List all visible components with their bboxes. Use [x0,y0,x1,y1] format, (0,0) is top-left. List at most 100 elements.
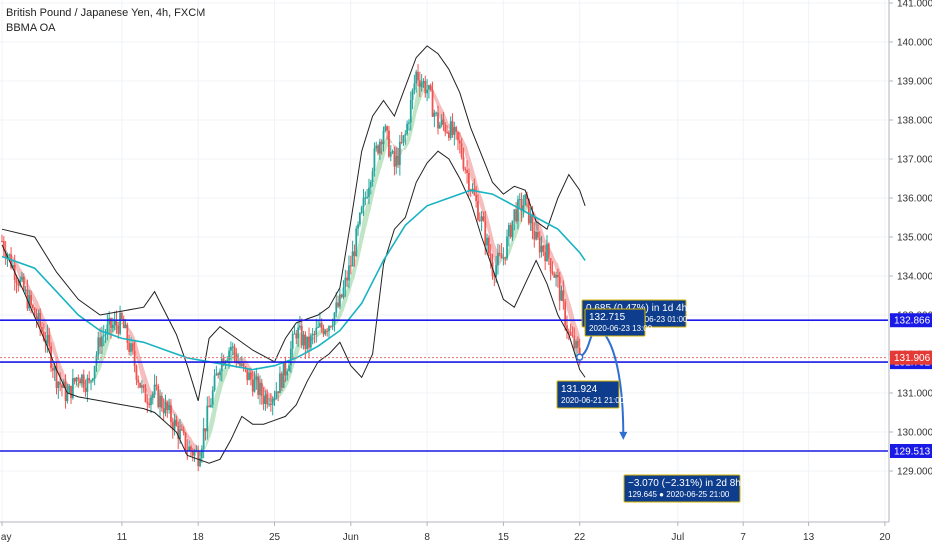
candle-body [478,219,481,221]
ma-ribbon-segment [210,407,213,436]
candle-body [117,325,120,334]
candle-body [55,365,58,388]
candle-body [184,432,187,450]
candle-body [337,302,339,307]
candle-body [19,279,22,286]
candle-body [522,205,525,212]
candle-body [402,135,405,143]
ma-ribbon-segment [341,297,344,316]
ma-ribbon-segment [292,350,295,371]
low-measure-sub-text: 2020-06-21 21:00 [561,396,625,405]
time-tick-label: 13 [803,532,815,543]
candle-body [246,367,249,381]
ma-ribbon-segment [390,139,393,144]
candle-body [248,372,250,381]
ma-ribbon-segment [98,356,101,374]
candle-body [362,197,365,208]
ma-ribbon-segment [7,251,10,253]
candle-body [475,194,478,202]
candle-body [542,245,545,252]
ma-ribbon-segment [352,263,355,283]
candle-body [126,324,129,343]
candle-body [448,132,450,138]
candle-body [353,251,356,257]
candle-body [333,312,336,325]
candle-body [93,366,96,379]
candle-body [369,182,372,188]
current-price-label: 131.906 [894,353,931,364]
candle-body [179,429,181,440]
candle-body [297,327,300,339]
candle-body [86,378,89,392]
ma-ribbon-segment [499,254,502,265]
candle-body [233,346,236,355]
candle-body [119,312,121,334]
candle-body [226,359,229,362]
time-tick-label: 20 [879,532,891,543]
candle-body [431,90,434,117]
candle-body [549,258,552,272]
price-tick-label: 136.000 [897,194,932,205]
ma-ribbon-segment [16,261,19,277]
candle-body [398,141,401,166]
candle-body [555,274,557,278]
time-tick-label: Jun [343,532,359,543]
candle-body [458,140,461,144]
candle-body [440,119,443,125]
resistance-price-bg [890,313,932,328]
candle-body [130,343,132,352]
candle-body [506,236,508,259]
ma-ribbon-segment [479,191,482,211]
candle-body [160,395,163,409]
candle-body [41,326,43,332]
candle-body [326,330,329,332]
ma-ribbon-segment [230,353,233,364]
ma-ribbon-segment [294,344,297,365]
candle-body [482,216,485,222]
candle-body [230,347,232,351]
candle-body [495,264,498,277]
candle-body [30,295,32,305]
candle-body [37,313,40,321]
ma-ribbon-segment [512,225,515,247]
ma-ribbon-segment [141,361,144,385]
candle-body [466,170,468,174]
lower-band-line [1,150,586,464]
candle-body [368,187,370,197]
candle-body [269,403,272,405]
candle-body [335,302,338,313]
candle-body [429,85,432,91]
candle-body [408,122,410,124]
candle-body [553,273,556,278]
candle-body [24,289,27,291]
time-axis: May 11 18 25 Jun 8 15 22 Jul 7 13 20 [0,521,891,543]
candle-body [576,340,579,348]
support-lower-price-label: 129.513 [894,446,931,457]
candle-body [10,254,12,268]
candle-body [255,376,258,380]
ma-ribbon-segment [214,390,217,422]
candle-body [409,99,412,123]
candle-body [175,419,178,426]
candle-body [538,237,541,253]
candle-body [88,378,91,381]
candle-body [502,257,505,259]
candle-body [322,328,325,335]
candle-body [166,402,169,411]
ma-ribbon-segment [403,143,406,151]
ma-ribbon-segment [32,292,35,307]
candle-body [259,382,261,395]
time-tick-label: Jul [671,532,684,543]
ma-ribbon-segment [405,135,408,151]
ma-ribbon-segment [121,322,124,325]
candle-body [4,250,7,259]
candle-body [204,428,207,432]
candle-body [487,237,490,254]
candle-body [139,382,141,388]
candle-body [498,253,501,255]
candle-body [467,173,470,191]
ma-ribbon-segment [52,339,55,358]
candle-body [558,277,561,301]
candle-body [500,253,503,259]
